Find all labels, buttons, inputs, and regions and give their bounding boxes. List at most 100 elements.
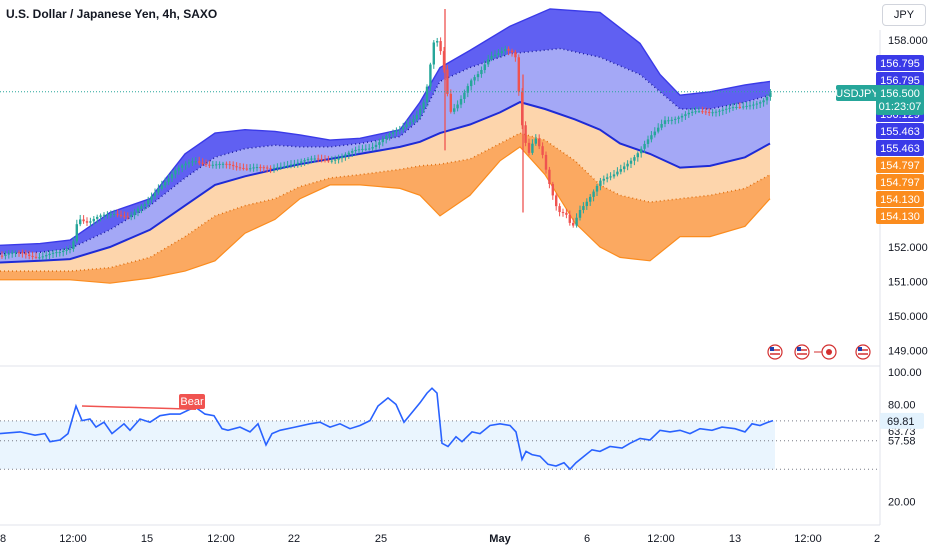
candle-body bbox=[602, 178, 605, 181]
candle-body bbox=[58, 252, 61, 254]
candle-body bbox=[504, 48, 507, 52]
candle-body bbox=[378, 142, 381, 145]
candle-body bbox=[640, 148, 643, 154]
candle-body bbox=[153, 192, 157, 197]
flag-canton bbox=[797, 347, 801, 351]
time-tick-label: 6 bbox=[584, 533, 590, 545]
candle-body bbox=[51, 252, 55, 254]
candle-body bbox=[364, 148, 367, 150]
currency-button[interactable]: JPY bbox=[882, 4, 926, 26]
symbol-tag-label: USDJPY bbox=[835, 88, 879, 100]
candle-body bbox=[670, 119, 673, 121]
us-flag-icon[interactable] bbox=[794, 344, 810, 360]
candle-body bbox=[609, 176, 612, 178]
candle-body bbox=[667, 120, 670, 122]
candle-body bbox=[487, 59, 490, 65]
candle-body bbox=[436, 41, 439, 43]
rsi-tick-label: 20.00 bbox=[888, 497, 916, 509]
lower-inner-band bbox=[0, 102, 770, 272]
candle-body bbox=[599, 180, 602, 186]
candle-body bbox=[191, 161, 194, 163]
candle-body bbox=[102, 214, 106, 216]
candle-body bbox=[225, 163, 228, 165]
time-tick-label: 22 bbox=[288, 533, 300, 545]
candle-body bbox=[34, 256, 38, 258]
us-flag-icon[interactable] bbox=[767, 344, 783, 360]
candle-body bbox=[381, 139, 384, 143]
candle-body bbox=[14, 252, 17, 254]
candle-body bbox=[408, 121, 412, 125]
candle-body bbox=[211, 164, 214, 166]
candle-body bbox=[653, 131, 656, 136]
candle-body bbox=[208, 164, 211, 166]
candle-body bbox=[412, 119, 415, 122]
candle-body bbox=[697, 111, 701, 113]
candle-body bbox=[561, 212, 565, 214]
upper-inner-band bbox=[0, 48, 770, 263]
candle-body bbox=[402, 126, 405, 130]
price-label-tag bbox=[876, 191, 924, 207]
candle-body bbox=[164, 182, 167, 186]
time-tick-label: 12:00 bbox=[207, 533, 235, 545]
rsi-value-label: 69.81 bbox=[887, 416, 915, 428]
price-tick-label: 151.000 bbox=[888, 277, 928, 289]
time-tick-label: 15 bbox=[141, 533, 153, 545]
candle-body bbox=[742, 106, 745, 108]
candle-body bbox=[677, 117, 680, 119]
time-tick-label: 2 bbox=[874, 533, 880, 545]
candle-body bbox=[89, 221, 92, 223]
candle-body bbox=[391, 132, 395, 134]
candle-body bbox=[116, 214, 119, 216]
candle-body bbox=[221, 163, 225, 165]
rsi-tick-label: 80.00 bbox=[888, 399, 916, 411]
candle-body bbox=[181, 165, 184, 168]
candle-body bbox=[575, 217, 578, 226]
candle-body bbox=[646, 139, 650, 144]
lower-band-line bbox=[0, 146, 771, 284]
candle-body bbox=[629, 160, 633, 164]
candle-body bbox=[714, 111, 718, 113]
price-tick-label: 150.000 bbox=[888, 311, 928, 323]
chart-title: U.S. Dollar / Japanese Yen, 4h, SAXO bbox=[6, 7, 218, 21]
candle-body bbox=[374, 144, 378, 148]
candle-body bbox=[565, 212, 568, 215]
candle-body bbox=[708, 111, 711, 113]
candle-body bbox=[194, 161, 197, 163]
candle-body bbox=[198, 161, 201, 163]
candle-body bbox=[242, 168, 245, 170]
candle-body bbox=[762, 100, 765, 103]
candle-body bbox=[755, 103, 758, 105]
candle-body bbox=[765, 96, 769, 101]
candle-body bbox=[456, 104, 459, 109]
candle-body bbox=[276, 167, 279, 169]
candle-body bbox=[531, 143, 534, 153]
candle-body bbox=[663, 120, 667, 124]
time-tick-label: 12:00 bbox=[794, 533, 822, 545]
candle-body bbox=[582, 206, 585, 210]
flag-center bbox=[826, 349, 832, 355]
event-dot-icon[interactable] bbox=[821, 344, 837, 360]
candle-body bbox=[633, 157, 636, 161]
bear-divergence-line bbox=[81, 405, 197, 411]
candle-body bbox=[725, 108, 728, 110]
candle-body bbox=[534, 138, 537, 144]
candle-body bbox=[759, 102, 762, 104]
bear-label-box bbox=[179, 394, 205, 409]
candle-body bbox=[514, 52, 517, 58]
candle-body bbox=[11, 252, 14, 254]
candle-body bbox=[313, 158, 316, 160]
rsi-line bbox=[0, 387, 774, 471]
candle-body bbox=[289, 164, 293, 166]
price-label-tag bbox=[876, 55, 924, 71]
candle-body bbox=[323, 159, 327, 161]
candle-body bbox=[711, 112, 714, 114]
candles bbox=[0, 37, 772, 261]
us-flag-icon[interactable] bbox=[855, 344, 871, 360]
candle-body bbox=[558, 206, 561, 213]
candle-body bbox=[578, 209, 582, 218]
candle-body bbox=[4, 254, 7, 256]
price-label-tag bbox=[876, 72, 924, 88]
candle-body bbox=[745, 105, 748, 107]
candle-body bbox=[650, 135, 653, 140]
